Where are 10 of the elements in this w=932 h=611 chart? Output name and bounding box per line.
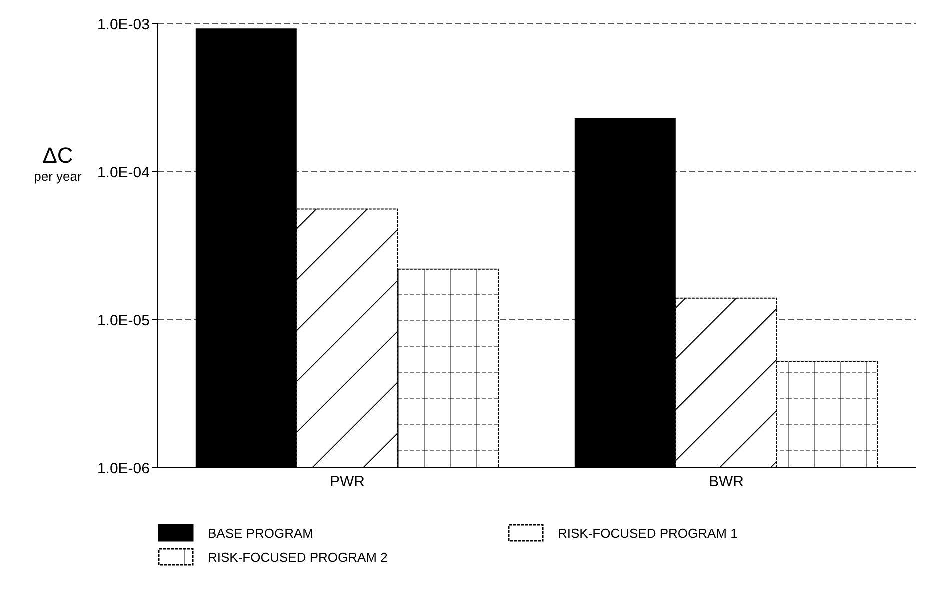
legend-label: RISK-FOCUSED PROGRAM 2 (208, 550, 388, 564)
y-tick-label: 1.0E-05 (97, 312, 150, 330)
y-tick-label: 1.0E-04 (97, 164, 150, 182)
legend-label: BASE PROGRAM (208, 526, 314, 540)
y-tick-label: 1.0E-03 (97, 16, 150, 34)
y-tick-label: 1.0E-06 (97, 460, 150, 478)
legend-label: RISK-FOCUSED PROGRAM 1 (558, 526, 738, 540)
x-tick-label: PWR (330, 474, 366, 491)
y-axis-title: ΔC per year (33, 143, 83, 185)
x-tick-label: BWR (709, 474, 744, 491)
